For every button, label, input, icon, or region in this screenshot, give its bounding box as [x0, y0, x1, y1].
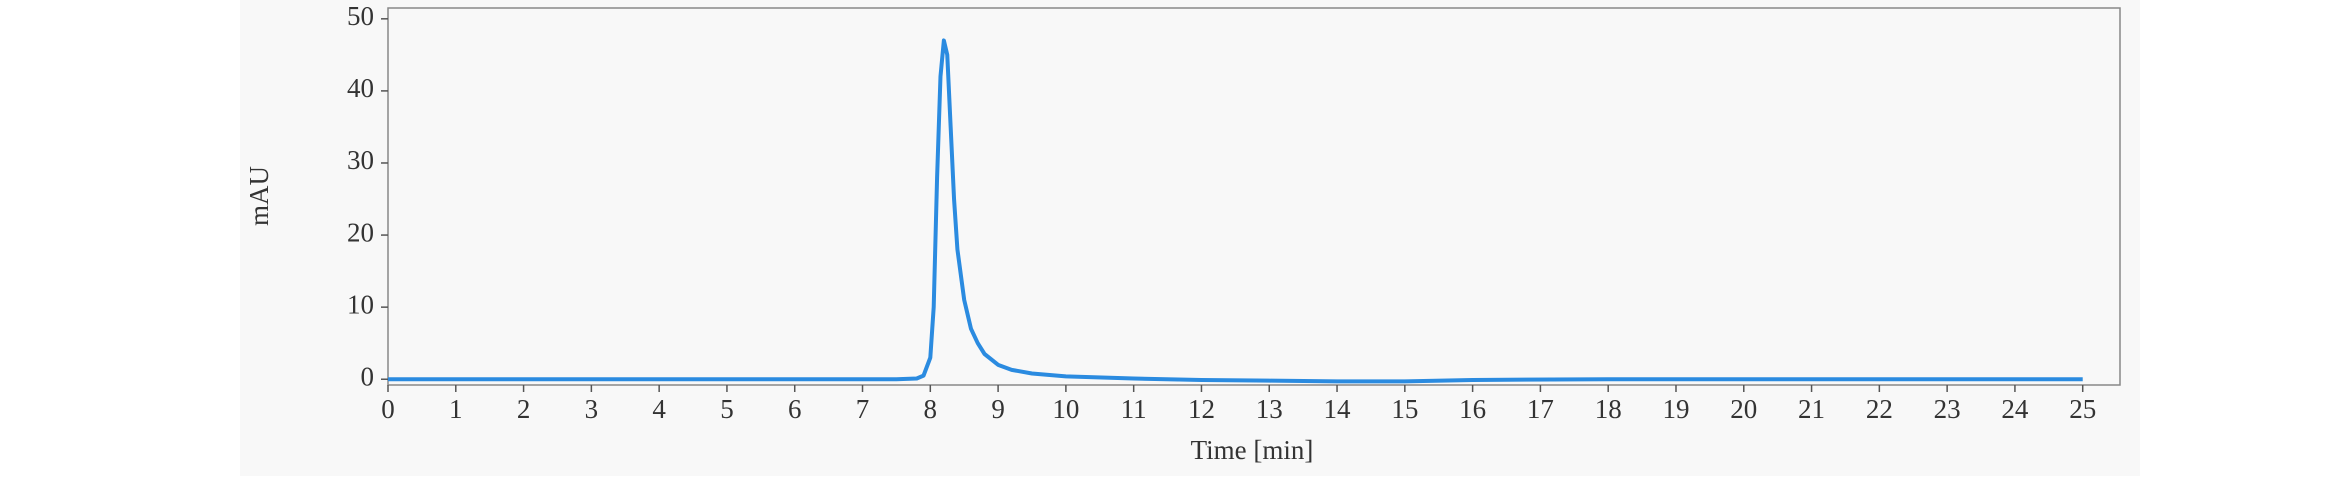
x-tick-label: 24	[2001, 394, 2029, 424]
x-tick-label: 10	[1052, 394, 1079, 424]
data-line	[388, 38, 2083, 384]
x-tick-label: 25	[2069, 394, 2096, 424]
x-tick-label: 14	[1324, 394, 1352, 424]
x-tick-label: 3	[585, 394, 599, 424]
x-tick-label: 17	[1527, 394, 1554, 424]
x-tick-label: 15	[1391, 394, 1418, 424]
x-tick-label: 2	[517, 394, 531, 424]
x-tick-label: 1	[449, 394, 463, 424]
x-tick-label: 8	[924, 394, 938, 424]
x-tick-label: 16	[1459, 394, 1486, 424]
x-tick-label: 21	[1798, 394, 1825, 424]
x-tick-label: 0	[381, 394, 395, 424]
x-tick-label: 20	[1730, 394, 1757, 424]
y-tick-label: 20	[347, 217, 374, 247]
panel-background	[240, 0, 2140, 476]
y-tick-label: 40	[347, 73, 374, 103]
y-tick-label: 0	[361, 361, 375, 391]
x-axis-label: Time [min]	[1191, 435, 1314, 465]
x-tick-label: 9	[991, 394, 1005, 424]
x-tick-label: 23	[1934, 394, 1961, 424]
x-tick-label: 5	[720, 394, 734, 424]
y-tick-label: 10	[347, 289, 374, 319]
x-tick-label: 6	[788, 394, 802, 424]
plot-frame	[387, 7, 2121, 386]
x-tick-label: 18	[1595, 394, 1622, 424]
y-tick-label: 30	[347, 145, 374, 175]
y-axis-label: mAU	[244, 166, 274, 226]
x-tick-label: 19	[1662, 394, 1689, 424]
x-tick-label: 12	[1188, 394, 1215, 424]
x-tick-label: 4	[652, 394, 666, 424]
x-tick-label: 11	[1121, 394, 1147, 424]
x-tick-label: 7	[856, 394, 870, 424]
y-tick-label: 50	[347, 1, 374, 31]
x-tick-label: 13	[1256, 394, 1283, 424]
x-tick-label: 22	[1866, 394, 1893, 424]
